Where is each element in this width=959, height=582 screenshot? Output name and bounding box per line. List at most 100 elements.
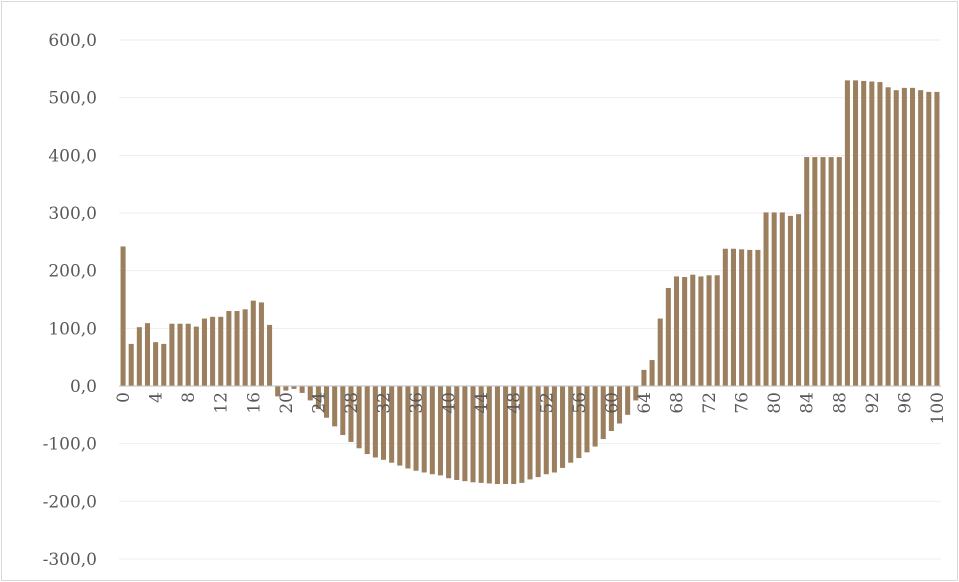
x-tick-label: 88 — [830, 392, 850, 414]
bars — [120, 80, 940, 485]
bar — [234, 311, 240, 386]
bar — [527, 386, 533, 480]
bar — [608, 386, 614, 431]
bar — [226, 311, 232, 386]
x-tick-label: 4 — [147, 392, 167, 403]
bar — [242, 309, 248, 386]
bar — [250, 300, 256, 386]
bar — [307, 386, 313, 401]
bar — [494, 386, 500, 485]
bar — [535, 386, 541, 478]
bar — [324, 386, 330, 418]
bar — [210, 316, 216, 386]
bar — [592, 386, 598, 447]
bar — [218, 316, 224, 386]
bar — [600, 386, 606, 440]
bar — [739, 249, 745, 386]
bar — [185, 323, 191, 386]
bar — [755, 249, 761, 386]
bar — [193, 326, 199, 386]
x-tick-label: 24 — [309, 392, 329, 414]
bar — [844, 80, 850, 387]
bar — [332, 386, 338, 427]
x-tick-label: 56 — [570, 392, 590, 414]
bar — [153, 342, 159, 386]
bar — [853, 80, 859, 387]
bar — [682, 277, 688, 386]
bar — [771, 212, 777, 386]
bar — [804, 157, 810, 386]
bar — [356, 386, 362, 449]
x-tick-label: 80 — [765, 392, 785, 414]
x-tick-label: 64 — [635, 392, 655, 414]
bar — [503, 386, 509, 485]
x-axis-tick-labels: 0 4 8 12 16 20 24 28 32 36 40 44 48 52 56 60 64 68 72 76 80 8… — [114, 392, 948, 424]
bar — [340, 386, 346, 436]
bar — [478, 386, 484, 483]
bar — [812, 157, 818, 386]
bar — [625, 386, 631, 415]
bar — [560, 386, 566, 468]
bar — [633, 386, 639, 401]
bar — [926, 91, 932, 387]
x-tick-label: 20 — [277, 392, 297, 414]
bar — [258, 302, 264, 386]
bar — [267, 324, 273, 386]
bar — [673, 276, 680, 386]
bar — [437, 386, 443, 476]
bar — [161, 343, 167, 386]
y-tick-label: -200,0 — [43, 492, 97, 512]
bar — [120, 246, 126, 386]
bar — [861, 80, 867, 386]
bar — [389, 386, 395, 463]
bar — [836, 157, 842, 386]
bar — [893, 90, 899, 387]
bar — [901, 87, 907, 387]
bar — [885, 87, 891, 386]
bar — [763, 212, 769, 386]
x-tick-label: 40 — [440, 392, 460, 414]
y-tick-label: 200,0 — [48, 262, 97, 282]
bar — [454, 386, 460, 480]
bar — [568, 386, 574, 463]
bar — [828, 157, 834, 386]
bar — [462, 386, 468, 482]
bar — [576, 386, 582, 459]
bar — [144, 323, 151, 386]
bar — [364, 386, 370, 455]
bar — [641, 369, 647, 386]
x-tick-label: 32 — [375, 392, 395, 414]
bar — [934, 91, 940, 387]
bar — [779, 212, 785, 386]
bar — [665, 287, 671, 386]
bar — [617, 386, 623, 424]
bar — [543, 386, 549, 475]
bar — [918, 90, 924, 387]
bar — [820, 157, 826, 386]
bar — [405, 386, 411, 469]
x-tick-label: 36 — [407, 392, 427, 414]
bar — [348, 386, 354, 442]
x-tick-label: 52 — [537, 392, 557, 414]
x-tick-label: 8 — [179, 392, 199, 403]
bar — [413, 386, 419, 471]
bar — [421, 386, 427, 473]
x-tick-label: 60 — [602, 392, 622, 414]
bar — [698, 276, 704, 386]
bar — [299, 386, 305, 393]
y-axis-tick-labels: 600,0 500,0 400,0 300,0 200,0 100,0 0,0 -100,0 -… — [43, 31, 97, 570]
bar — [730, 248, 736, 386]
bar — [397, 386, 403, 466]
x-tick-label: 72 — [700, 392, 720, 414]
x-tick-label: 96 — [895, 392, 915, 414]
bar — [714, 275, 720, 386]
bar — [869, 81, 875, 387]
bar — [486, 386, 492, 484]
bar — [706, 275, 712, 386]
bar — [722, 248, 728, 386]
bar — [283, 386, 289, 391]
bar — [136, 327, 142, 386]
bar — [275, 386, 281, 397]
